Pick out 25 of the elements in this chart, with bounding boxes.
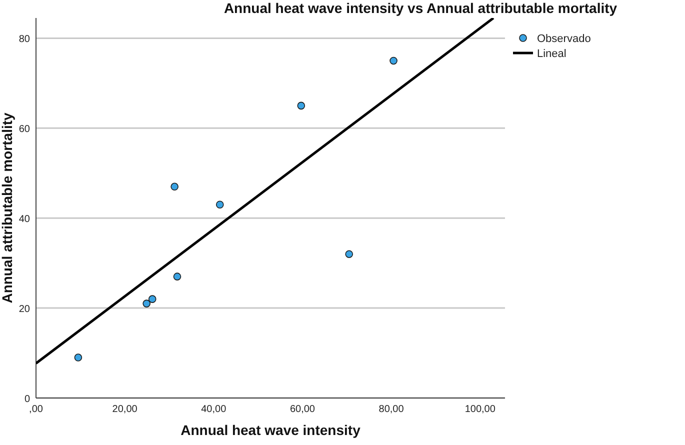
x-tick-label: 40,00	[201, 404, 227, 415]
y-axis-title: Annual attributable mortality	[0, 112, 15, 304]
x-tick-label: 60,00	[290, 404, 316, 415]
point	[297, 102, 306, 110]
x-tick-label: ,00	[29, 404, 44, 415]
legend-label: Observado	[537, 33, 591, 45]
y-tick-label: 40	[18, 214, 30, 226]
point	[170, 182, 178, 191]
point	[345, 250, 354, 258]
point	[216, 200, 224, 209]
y-tick-label: 60	[18, 124, 30, 136]
y-tick-label: 80	[18, 34, 30, 46]
x-tick-label: 80,00	[378, 404, 404, 415]
point	[148, 295, 156, 303]
y-tick-label: 20	[18, 304, 30, 316]
point	[173, 272, 182, 280]
chart-title: Annual heat wave intensity vs Annual attributable mortality	[224, 0, 618, 16]
x-tick-label: 100,00	[464, 404, 496, 415]
x-axis-title: Annual heat wave intensity	[180, 422, 361, 438]
point	[74, 354, 82, 362]
point	[142, 300, 150, 308]
y-tick-label: 0	[24, 394, 30, 405]
point	[390, 56, 398, 65]
legend-label: Lineal	[537, 48, 566, 60]
x-tick-label: 20,00	[112, 404, 138, 415]
